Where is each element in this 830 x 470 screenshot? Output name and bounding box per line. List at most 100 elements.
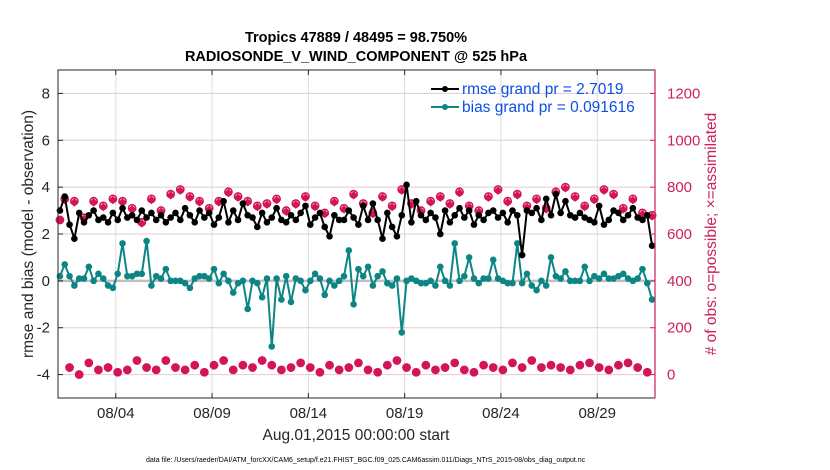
bias-point [162, 265, 170, 273]
bias-point [639, 265, 646, 273]
rmse-point [148, 209, 155, 217]
obs-assimilated-marker [349, 191, 358, 200]
bias-point [470, 275, 478, 282]
obs-assimilated-marker [118, 198, 127, 207]
bias-point [398, 329, 406, 336]
rmse-point [417, 211, 425, 219]
bias-point [427, 277, 434, 285]
rmse-point [201, 214, 208, 221]
bias-point [282, 272, 290, 280]
legend-bias-marker [442, 104, 448, 110]
bias-point [451, 240, 459, 247]
obs-assimilated-marker [623, 358, 633, 368]
rmse-point [576, 209, 584, 217]
obs-assimilated-marker [436, 193, 445, 202]
rmse-point [379, 235, 386, 242]
bias-point [514, 240, 521, 247]
x-tick-label: 08/14 [290, 405, 328, 422]
obs-assimilated-marker [590, 195, 599, 205]
bias-point [465, 254, 473, 261]
bias-point [518, 279, 526, 287]
rmse-point [643, 211, 651, 219]
bias-point [489, 256, 497, 264]
bias-point [364, 263, 372, 271]
obs-assimilated-marker [171, 363, 180, 372]
bias-point [263, 275, 271, 282]
obs-assimilated-marker [185, 193, 195, 202]
bias-point [133, 270, 141, 278]
rmse-point [528, 209, 536, 217]
obs-assimilated-marker [147, 195, 156, 205]
rmse-series [56, 181, 656, 259]
rmse-point [152, 216, 160, 224]
obs-assimilated-marker [65, 363, 74, 372]
rmse-point [249, 214, 256, 221]
rmse-point [355, 221, 362, 228]
y-tick-label: 4 [42, 179, 50, 196]
obs-assimilated-marker [209, 361, 219, 370]
rmse-point [196, 207, 203, 214]
bias-point [461, 272, 468, 280]
rmse-point [422, 216, 430, 224]
bias-point [90, 277, 97, 285]
rmse-point [297, 209, 304, 217]
obs-assimilated-marker [229, 365, 238, 375]
y-tick-label: 2 [42, 226, 50, 243]
obs-assimilated-marker [479, 361, 488, 370]
rmse-point [489, 207, 497, 214]
rmse-point [465, 207, 473, 214]
rmse-point [119, 204, 126, 212]
bias-line [58, 240, 654, 348]
rmse-point [542, 195, 550, 203]
bias-point [157, 275, 165, 282]
bias-point [340, 272, 348, 280]
obs-assimilated-marker [200, 368, 209, 377]
rmse-point [393, 233, 401, 240]
rmse-point [374, 216, 381, 224]
obs-assimilated-marker [113, 368, 122, 377]
rmse-point [547, 211, 555, 219]
rmse-point [446, 218, 454, 226]
obs-assimilated-marker [455, 188, 464, 198]
rmse-point [629, 204, 637, 212]
rmse-point [398, 211, 406, 219]
bias-point [509, 279, 516, 287]
rmse-point [335, 216, 343, 224]
bias-point [109, 284, 117, 292]
rmse-point [475, 211, 483, 219]
bias-point [181, 279, 189, 287]
x-tick-label: 08/04 [97, 405, 135, 422]
rmse-point [176, 216, 184, 224]
bias-point [297, 277, 304, 285]
legend-rmse-marker [442, 86, 448, 92]
bias-point [595, 275, 603, 282]
rmse-point [302, 202, 309, 210]
bias-point [562, 268, 569, 275]
obs-assimilated-marker [103, 363, 113, 372]
obs-assimilated-marker [460, 365, 469, 375]
obs-assimilated-marker [508, 358, 517, 368]
rmse-point [436, 230, 444, 238]
rmse-point [143, 214, 150, 221]
rmse-point [172, 209, 179, 217]
bias-point [316, 275, 324, 282]
obs-assimilated-marker [277, 365, 286, 375]
obs-assimilated-marker [643, 368, 652, 377]
bias-point [335, 277, 343, 285]
obs-assimilated-marker [224, 188, 233, 198]
bias-point [523, 270, 531, 278]
rmse-point [239, 200, 247, 207]
rmse-point [369, 200, 377, 207]
y-tick-label: 8 [42, 85, 50, 102]
obs-assimilated-marker [575, 361, 585, 370]
x-tick-label: 08/29 [578, 405, 616, 422]
rmse-point [412, 197, 420, 205]
right-y-tick-label: 1000 [667, 132, 700, 149]
bias-point [528, 282, 536, 289]
obs-assimilated-marker [84, 358, 94, 368]
rmse-line [58, 183, 654, 257]
rmse-point [311, 214, 319, 221]
bias-point [225, 277, 232, 285]
obs-assimilated-marker [296, 358, 305, 368]
obs-assimilated-marker [334, 365, 344, 375]
